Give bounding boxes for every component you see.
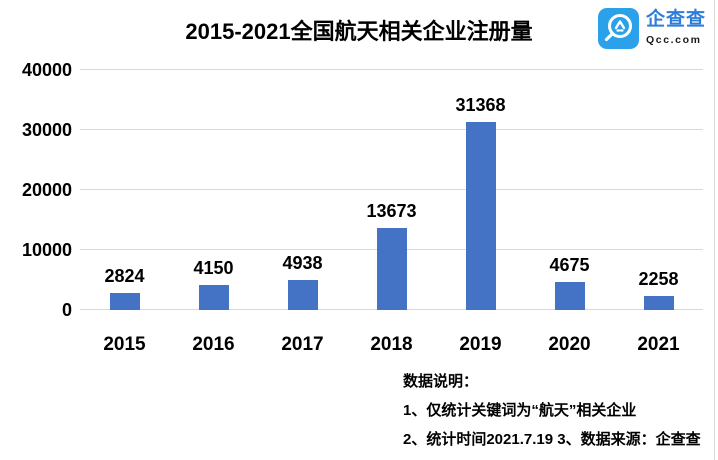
bar-value-label-2016: 4150 [193,258,234,279]
x-tick-label-2016: 2016 [192,334,235,355]
gridline-30000 [80,129,703,130]
bar-value-label-2019: 31368 [455,94,506,115]
qcc-logo-domain: Qcc.com [645,34,702,46]
y-tick-label-0: 0 [61,300,72,320]
y-tick-label-20000: 20000 [21,180,72,200]
x-tick-label-2020: 2020 [548,334,591,355]
bar-2020 [554,281,585,310]
gridline-20000 [80,189,703,190]
notes-heading: 数据说明： [403,373,479,390]
data-notes: 数据说明： 1、仅统计关键词为“航天”相关企业 2、统计时间2021.7.19 … [403,367,701,454]
y-tick-label-40000: 40000 [21,60,72,80]
x-tick-label-2017: 2017 [281,334,324,355]
bars-group: 2824 4150 4938 13673 31368 4675 2258 [80,70,703,310]
page-title: 2015-2021全国航天相关企业注册量 [185,19,533,44]
bar-2015 [109,293,140,310]
qcc-logo-text: 企查查 Qcc.com [646,8,706,46]
bar-slot-2015: 2824 [80,70,169,310]
gridline-40000 [80,69,703,70]
bar-2019 [465,121,496,310]
bar-slot-2020: 4675 [525,70,614,310]
x-tick-label-2019: 2019 [459,334,502,355]
y-axis: 0 10000 20000 30000 40000 [0,61,72,319]
notes-line-1: 1、仅统计关键词为“航天”相关企业 [403,402,637,419]
qcc-magnifier-icon [597,8,639,49]
bar-2016 [198,285,229,310]
bar-2017 [287,280,318,310]
x-tick-label-2015: 2015 [103,334,146,355]
x-tick-label-2021: 2021 [637,334,680,355]
bar-2021 [643,296,674,310]
bar-slot-2016: 4150 [169,70,258,310]
y-tick-label-30000: 30000 [21,120,72,140]
right-border-line [714,0,715,460]
bar-value-label-2015: 2824 [104,266,145,287]
y-tick-label-10000: 10000 [21,240,72,260]
qcc-logo-name: 企查查 [645,9,706,30]
notes-line-2: 2、统计时间2021.7.19 3、数据来源：企查查 [403,431,701,448]
bar-2018 [376,227,407,310]
bar-slot-2017: 4938 [258,70,347,310]
plot-area: 2824 4150 4938 13673 31368 4675 2258 [80,69,703,310]
x-tick-label-2018: 2018 [370,334,413,355]
bar-value-label-2017: 4938 [282,253,323,274]
x-axis: 2015 2016 2017 2018 2019 2020 2021 [80,334,703,356]
bar-value-label-2018: 13673 [366,200,417,221]
qcc-logo: 企查查 Qcc.com [597,8,706,49]
bar-slot-2018: 13673 [347,70,436,310]
bar-value-label-2021: 2258 [638,269,679,290]
bar-slot-2019: 31368 [436,70,525,310]
magnifier-glyph [604,14,632,42]
bar-slot-2021: 2258 [614,70,703,310]
bar-value-label-2020: 4675 [549,254,590,275]
